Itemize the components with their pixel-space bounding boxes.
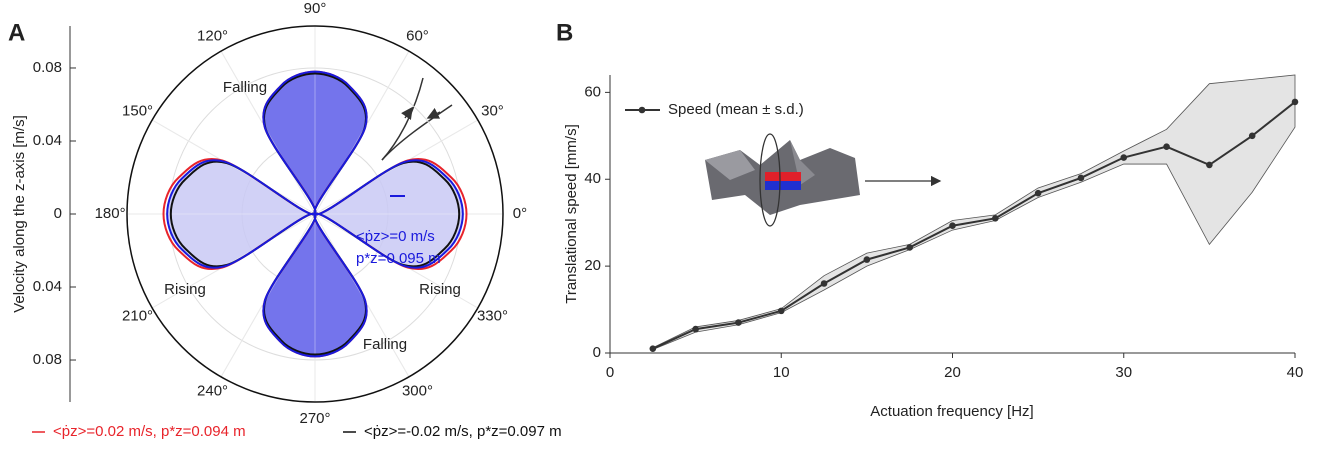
- mean-point: [1248, 132, 1256, 140]
- mean-point: [1034, 189, 1042, 197]
- polar-curve: [166, 70, 464, 358]
- mean-point: [692, 325, 699, 333]
- mean-point: [649, 345, 657, 352]
- legend-label: Speed (mean ± s.d.): [668, 101, 804, 118]
- x-tick-label: 30: [1115, 364, 1132, 381]
- x-tick-label: 40: [1287, 364, 1304, 381]
- grid-spoke-over: [151, 119, 316, 215]
- panel-label: B: [556, 19, 573, 46]
- legend-label: <ṗz>=0 m/s: [356, 228, 435, 245]
- y-tick-label: 40: [584, 170, 601, 187]
- theta-tick-label: 240°: [197, 382, 228, 399]
- outer-ring: [126, 25, 504, 403]
- panel-label: A: [8, 19, 25, 46]
- polar-plot: 0.08 0.04 0 0.04 0.08 0° 30° 60° 90° 120° 150° 180°…: [32, 0, 562, 440]
- legend-label: <ṗz>=0.02 m/s, p*z=0.094 m: [53, 423, 246, 440]
- mean-point: [1120, 154, 1128, 161]
- theta-tick-label: 150°: [122, 103, 153, 120]
- y-tick-label: 20: [584, 257, 601, 274]
- mean-point: [820, 280, 828, 287]
- theta-tick-label: 180°: [95, 205, 126, 222]
- mean-point: [992, 215, 999, 222]
- theta-tick-label: 210°: [122, 307, 153, 324]
- y-tick-label: 0.08: [33, 351, 62, 368]
- y-tick-label: 0.08: [33, 59, 62, 76]
- grid-spoke-over: [314, 119, 479, 215]
- annotation: Rising: [419, 281, 461, 298]
- x-tick-label: 0: [606, 364, 614, 381]
- mean-line: [652, 101, 1296, 350]
- theta-tick-label: 30°: [481, 103, 504, 120]
- mean-point: [906, 244, 913, 251]
- trajectory-sketch: [381, 77, 453, 161]
- y-tick-label: 0.04: [33, 278, 62, 295]
- annotation: Falling: [223, 79, 267, 96]
- theta-tick-label: 330°: [477, 307, 508, 324]
- theta-tick-label: 60°: [406, 28, 429, 45]
- sd-band: [652, 74, 1296, 351]
- mean-point: [777, 307, 785, 315]
- mean-point: [1206, 161, 1213, 169]
- x-tick-label: 20: [944, 364, 961, 381]
- theta-tick-label: 120°: [197, 28, 228, 45]
- y-axis-label: Velocity along the z-axis [m/s]: [11, 115, 28, 313]
- x-tick-label: 10: [773, 364, 790, 381]
- legend-label: p*z=0.095 m: [356, 250, 441, 267]
- y-axis-label: Translational speed [mm/s]: [563, 124, 580, 304]
- y-tick-label: 0: [54, 205, 62, 222]
- mean-point: [1291, 98, 1299, 106]
- theta-tick-label: 0°: [513, 205, 527, 222]
- grid-spoke-over: [151, 213, 316, 309]
- mean-point: [863, 256, 871, 263]
- y-tick-label: 0: [593, 344, 601, 361]
- mean-point: [1163, 143, 1170, 150]
- robot-inset: [705, 133, 942, 227]
- y-tick-label: 0.04: [33, 132, 62, 149]
- mean-point: [949, 222, 956, 230]
- grid-spoke-over: [314, 213, 479, 309]
- x-axis-label: Actuation frequency [Hz]: [870, 403, 1033, 420]
- theta-tick-label: 90°: [304, 0, 327, 17]
- mean-point: [735, 319, 742, 326]
- line-plot: 0 20 40 60 0 10 20 30 40 Speed (mean ± s.d.): [584, 74, 1304, 381]
- annotation: Rising: [164, 281, 206, 298]
- annotation: Falling: [363, 336, 407, 353]
- legend-label: <ṗz>=-0.02 m/s, p*z=0.097 m: [364, 423, 562, 440]
- legend-swatch-marker: [638, 106, 646, 114]
- theta-tick-label: 300°: [402, 382, 433, 399]
- y-tick-label: 60: [584, 83, 601, 100]
- mean-point: [1077, 174, 1085, 182]
- theta-tick-label: 270°: [299, 410, 330, 427]
